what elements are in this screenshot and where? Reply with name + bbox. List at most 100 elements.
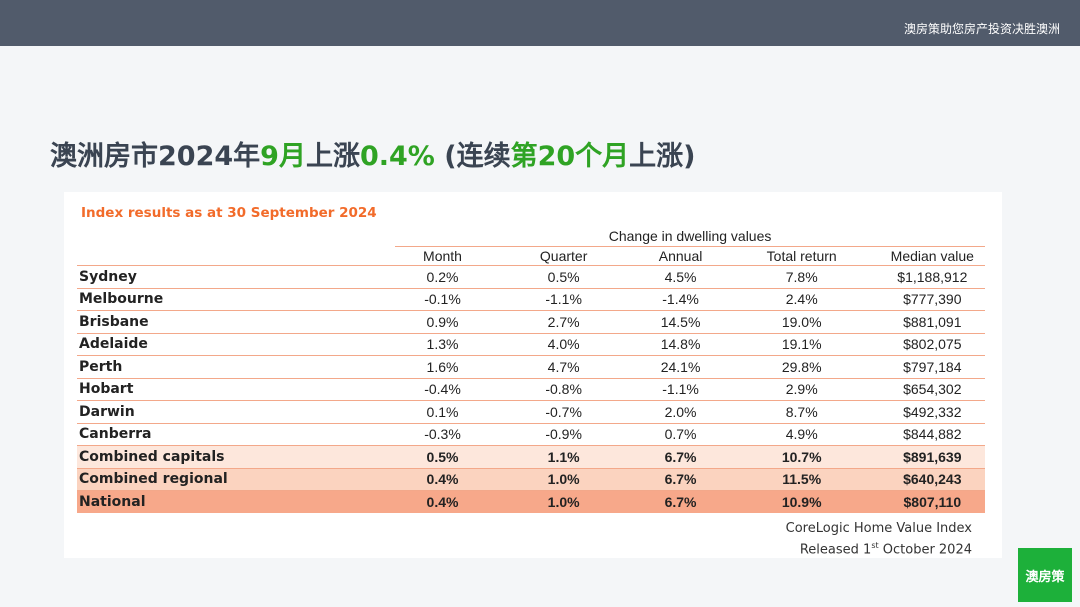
- cell-total-return: 10.7%: [723, 445, 880, 469]
- index-table: Change in dwelling values Month Quarter …: [77, 226, 985, 513]
- title-part-6: 第20个月: [510, 141, 630, 172]
- row-label: Adelaide: [77, 333, 396, 356]
- cell-total-return: 7.8%: [723, 265, 880, 289]
- row-label: Perth: [77, 355, 396, 379]
- cell-quarter: 4.7%: [489, 355, 638, 379]
- table-row: Sydney 0.2% 0.5% 4.5% 7.8% $1,188,912: [77, 265, 985, 289]
- cell-total-return: 19.0%: [723, 310, 880, 334]
- row-label: Combined regional: [77, 468, 396, 491]
- cell-month: -0.4%: [395, 378, 490, 401]
- table-row: Perth 1.6% 4.7% 24.1% 29.8% $797,184: [77, 355, 985, 379]
- table-title: Index results as at 30 September 2024: [81, 205, 377, 221]
- cell-annual: -1.1%: [637, 378, 724, 401]
- cell-month: 0.1%: [395, 400, 490, 424]
- cell-quarter: -0.8%: [489, 378, 638, 401]
- source-note: CoreLogic Home Value Index Released 1st …: [786, 520, 972, 558]
- col-header-median-value: Median value: [879, 246, 985, 266]
- title-part-3: 上涨: [305, 141, 360, 172]
- title-part-1: 澳洲房市2024年: [50, 141, 261, 172]
- cell-month: 1.3%: [395, 333, 490, 356]
- cell-annual: 6.7%: [637, 490, 724, 513]
- source-line-2: Released 1st October 2024: [786, 537, 972, 558]
- table-row: Combined regional 0.4% 1.0% 6.7% 11.5% $640,2…: [77, 468, 985, 491]
- cell-median-value: $654,302: [879, 378, 985, 401]
- group-header: Change in dwelling values: [395, 226, 985, 247]
- cell-annual: -1.4%: [637, 288, 724, 311]
- cell-median-value: $844,882: [879, 423, 985, 446]
- table-row: Canberra -0.3% -0.9% 0.7% 4.9% $844,882: [77, 423, 985, 446]
- table-row: Brisbane 0.9% 2.7% 14.5% 19.0% $881,091: [77, 310, 985, 334]
- brand-logo: 澳房策: [1018, 548, 1072, 602]
- cell-quarter: 2.7%: [489, 310, 638, 334]
- cell-median-value: $807,110: [879, 490, 985, 513]
- col-header-annual: Annual: [637, 246, 724, 266]
- table-row: Adelaide 1.3% 4.0% 14.8% 19.1% $802,075: [77, 333, 985, 356]
- cell-quarter: 0.5%: [489, 265, 638, 289]
- row-label: Sydney: [77, 265, 396, 289]
- row-label: National: [77, 490, 396, 513]
- table-row: Combined capitals 0.5% 1.1% 6.7% 10.7% $891,6…: [77, 445, 985, 469]
- index-results-card: Index results as at 30 September 2024 Ch…: [64, 192, 1002, 558]
- cell-month: 0.4%: [395, 468, 490, 491]
- source-release-prefix: Released 1: [799, 542, 872, 558]
- top-bar: 澳房策助您房产投资决胜澳洲: [0, 0, 1080, 46]
- cell-annual: 6.7%: [637, 468, 724, 491]
- cell-month: -0.1%: [395, 288, 490, 311]
- header-spacer: [77, 226, 395, 247]
- table-row: Melbourne -0.1% -1.1% -1.4% 2.4% $777,390: [77, 288, 985, 311]
- cell-total-return: 8.7%: [723, 400, 880, 424]
- cell-quarter: 1.0%: [489, 490, 638, 513]
- cell-median-value: $640,243: [879, 468, 985, 491]
- cell-total-return: 29.8%: [723, 355, 880, 379]
- row-label: Hobart: [77, 378, 396, 401]
- cell-month: 0.9%: [395, 310, 490, 334]
- cell-median-value: $777,390: [879, 288, 985, 311]
- tagline: 澳房策助您房产投资决胜澳洲: [903, 22, 1060, 36]
- cell-annual: 14.8%: [637, 333, 724, 356]
- col-header-total-return: Total return: [723, 246, 880, 266]
- cell-total-return: 19.1%: [723, 333, 880, 356]
- table-row: Hobart -0.4% -0.8% -1.1% 2.9% $654,302: [77, 378, 985, 401]
- col-header-quarter: Quarter: [489, 246, 638, 266]
- cell-month: -0.3%: [395, 423, 490, 446]
- cell-month: 0.2%: [395, 265, 490, 289]
- table-row: National 0.4% 1.0% 6.7% 10.9% $807,110: [77, 490, 985, 513]
- cell-month: 0.4%: [395, 490, 490, 513]
- page-title: 澳洲房市2024年9月上涨0.4% (连续第20个月上涨): [50, 134, 696, 173]
- row-label: Brisbane: [77, 310, 396, 334]
- source-line-1: CoreLogic Home Value Index: [785, 521, 972, 536]
- cell-total-return: 11.5%: [723, 468, 880, 491]
- cell-median-value: $802,075: [879, 333, 985, 356]
- cell-month: 1.6%: [395, 355, 490, 379]
- cell-total-return: 4.9%: [723, 423, 880, 446]
- source-release-date: October 2024: [878, 542, 972, 558]
- cell-total-return: 2.9%: [723, 378, 880, 401]
- title-part-5: (连续: [434, 141, 511, 172]
- cell-annual: 0.7%: [637, 423, 724, 446]
- cell-annual: 4.5%: [637, 265, 724, 289]
- row-label: Combined capitals: [77, 445, 396, 469]
- cell-median-value: $492,332: [879, 400, 985, 424]
- source-release-suffix: st: [871, 541, 879, 550]
- cell-quarter: 4.0%: [489, 333, 638, 356]
- cell-median-value: $1,188,912: [879, 265, 985, 289]
- row-label: Darwin: [77, 400, 396, 424]
- logo-text: 澳房策: [1025, 569, 1065, 585]
- cell-annual: 24.1%: [637, 355, 724, 379]
- title-part-7: 上涨): [629, 141, 696, 172]
- cell-total-return: 2.4%: [723, 288, 880, 311]
- cell-quarter: -0.9%: [489, 423, 638, 446]
- cell-annual: 14.5%: [637, 310, 724, 334]
- cell-annual: 6.7%: [637, 445, 724, 469]
- column-header-row: Month Quarter Annual Total return Median…: [77, 246, 985, 266]
- row-label: Canberra: [77, 423, 396, 446]
- title-part-4: 0.4%: [359, 141, 435, 172]
- cell-median-value: $891,639: [879, 445, 985, 469]
- group-header-row: Change in dwelling values: [77, 226, 985, 247]
- header-region: [77, 246, 396, 266]
- cell-quarter: -1.1%: [489, 288, 638, 311]
- cell-month: 0.5%: [395, 445, 490, 469]
- cell-median-value: $881,091: [879, 310, 985, 334]
- col-header-month: Month: [395, 246, 490, 266]
- cell-quarter: 1.1%: [489, 445, 638, 469]
